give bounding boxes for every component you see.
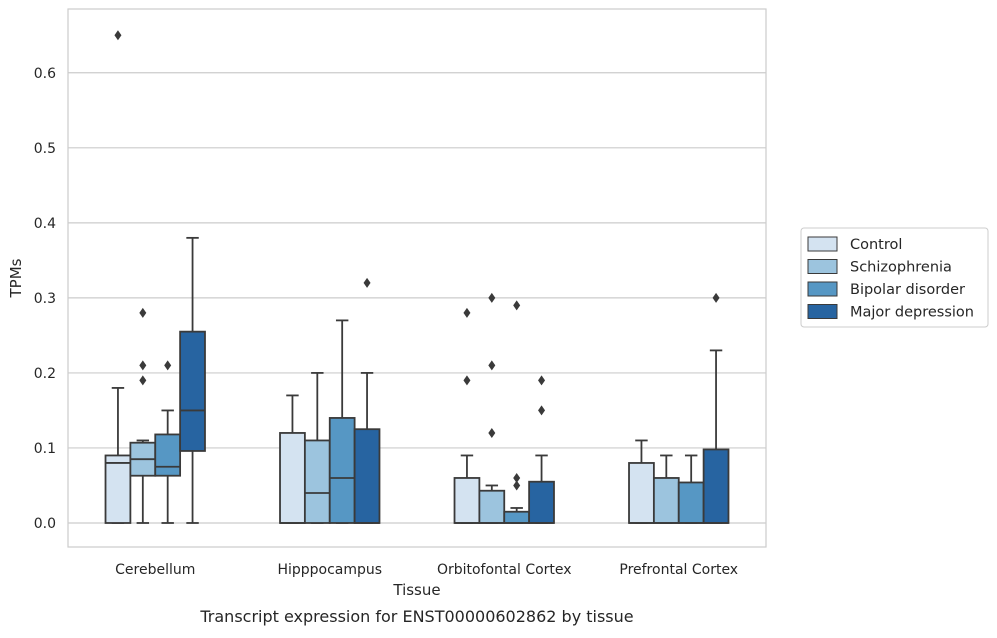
- legend-label: Major depression: [850, 305, 974, 321]
- x-axis-ticks: Cerebellum Hipppocampus Orbitofontal Corte…: [115, 562, 738, 578]
- legend-swatch: [807, 259, 838, 274]
- x-tick-label: Prefrontal Cortex: [619, 562, 738, 578]
- y-tick-label: 0.3: [34, 291, 56, 307]
- outlier-point: [513, 300, 521, 311]
- box: [353, 428, 381, 524]
- box: [478, 489, 506, 524]
- y-tick-label: 0.1: [34, 441, 56, 457]
- series-schizophrenia: [129, 292, 680, 524]
- box: [453, 477, 481, 524]
- box: [303, 439, 331, 524]
- outlier-point: [139, 307, 147, 318]
- outlier-point: [363, 277, 371, 288]
- x-tick-label: Hipppocampus: [277, 562, 382, 578]
- outlier-point: [114, 30, 122, 41]
- y-tick-label: 0.0: [34, 516, 56, 532]
- outlier-point: [488, 360, 496, 371]
- outlier-point: [463, 375, 471, 386]
- outlier-point: [538, 375, 546, 386]
- box: [279, 432, 306, 524]
- y-tick-label: 0.2: [34, 366, 56, 382]
- box: [503, 510, 531, 524]
- outlier-point: [488, 292, 496, 303]
- outlier-point: [538, 405, 546, 416]
- chart-caption: Transcript expression for ENST0000060286…: [199, 607, 633, 626]
- box: [104, 454, 132, 524]
- legend-label: Control: [850, 237, 902, 253]
- box-plot-series: [104, 30, 730, 524]
- legend-swatch: [807, 281, 838, 297]
- x-tick-label: Orbitofontal Cortex: [437, 562, 572, 578]
- series-bipolar-disorder: [154, 300, 705, 524]
- legend-label: Bipolar disorder: [850, 282, 965, 298]
- plot-frame: [67, 8, 767, 548]
- legend-frame: [800, 227, 989, 328]
- outlier-point: [712, 292, 720, 303]
- outlier-point: [488, 427, 496, 438]
- outlier-point: [139, 375, 147, 386]
- outlier-point: [463, 307, 471, 318]
- box: [179, 330, 206, 452]
- y-axis-label: TPMs: [7, 258, 25, 298]
- y-axis-ticks: 0.0 0.1 0.2 0.3 0.4 0.5 0.6: [34, 66, 56, 532]
- legend-label: Schizophrenia: [850, 260, 952, 276]
- outlier-point: [513, 480, 521, 491]
- y-tick-label: 0.6: [34, 66, 56, 82]
- series-major-depression: [179, 236, 730, 524]
- series-control: [104, 30, 655, 524]
- outlier-point: [139, 360, 147, 371]
- box: [677, 481, 705, 524]
- outlier-point: [513, 472, 521, 483]
- outlier-point: [164, 360, 172, 371]
- box: [328, 417, 356, 524]
- box: [528, 480, 555, 524]
- legend-swatch: [807, 304, 838, 319]
- x-axis-label: Tissue: [392, 581, 440, 599]
- y-tick-label: 0.4: [34, 216, 56, 232]
- box: [652, 477, 680, 524]
- box: [702, 448, 730, 524]
- legend: Control Schizophrenia Bipolar disorder Majo…: [800, 227, 989, 328]
- legend-swatch: [807, 236, 838, 252]
- box: [628, 462, 655, 524]
- box: [154, 433, 182, 477]
- y-tick-label: 0.5: [34, 141, 56, 157]
- x-tick-label: Cerebellum: [115, 562, 195, 578]
